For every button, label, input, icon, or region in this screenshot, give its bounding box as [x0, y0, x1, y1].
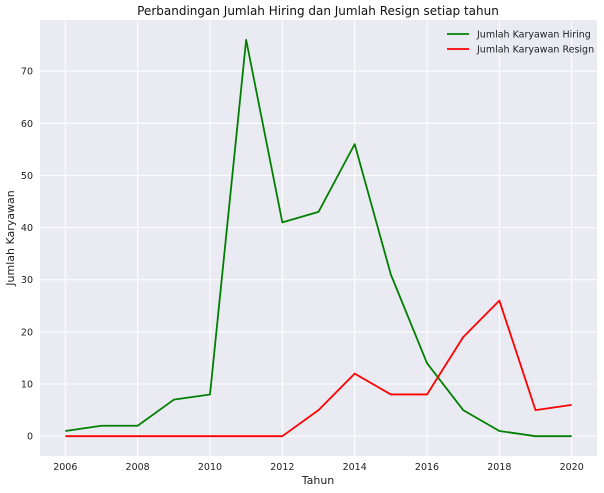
y-axis-label: Jumlah Karyawan	[4, 190, 17, 286]
y-tick-labels: 0 10 20 30 40 50 60 70	[21, 67, 33, 443]
x-tick-labels: 2006 2008 2010 2012 2014 2016 2018 2020	[53, 462, 584, 473]
chart-title: Perbandingan Jumlah Hiring dan Jumlah Re…	[137, 4, 499, 18]
legend-label-resign: Jumlah Karyawan Resign	[476, 45, 594, 56]
x-tick-label: 2006	[53, 462, 77, 473]
y-tick-label: 30	[21, 275, 33, 286]
legend-label-hiring: Jumlah Karyawan Hiring	[476, 30, 591, 41]
y-tick-label: 60	[21, 119, 33, 130]
series-line-hiring	[65, 38, 572, 438]
plot-background	[40, 20, 597, 456]
grid-lines	[40, 20, 597, 456]
y-tick-label: 20	[21, 327, 33, 338]
y-tick-label: 50	[21, 171, 33, 182]
series-line-resign	[65, 299, 572, 438]
y-tick-label: 10	[21, 380, 33, 391]
legend: Jumlah Karyawan Hiring Jumlah Karyawan R…	[447, 30, 594, 56]
x-tick-label: 2020	[560, 462, 584, 473]
x-tick-label: 2018	[487, 462, 511, 473]
x-tick-label: 2010	[198, 462, 222, 473]
series-layer	[65, 38, 572, 438]
x-tick-label: 2016	[415, 462, 439, 473]
x-tick-label: 2012	[270, 462, 294, 473]
x-tick-label: 2014	[343, 462, 367, 473]
y-tick-label: 0	[27, 432, 33, 443]
x-tick-label: 2008	[126, 462, 150, 473]
y-tick-label: 70	[21, 67, 33, 78]
y-tick-label: 40	[21, 223, 33, 234]
x-axis-label: Tahun	[301, 474, 335, 487]
